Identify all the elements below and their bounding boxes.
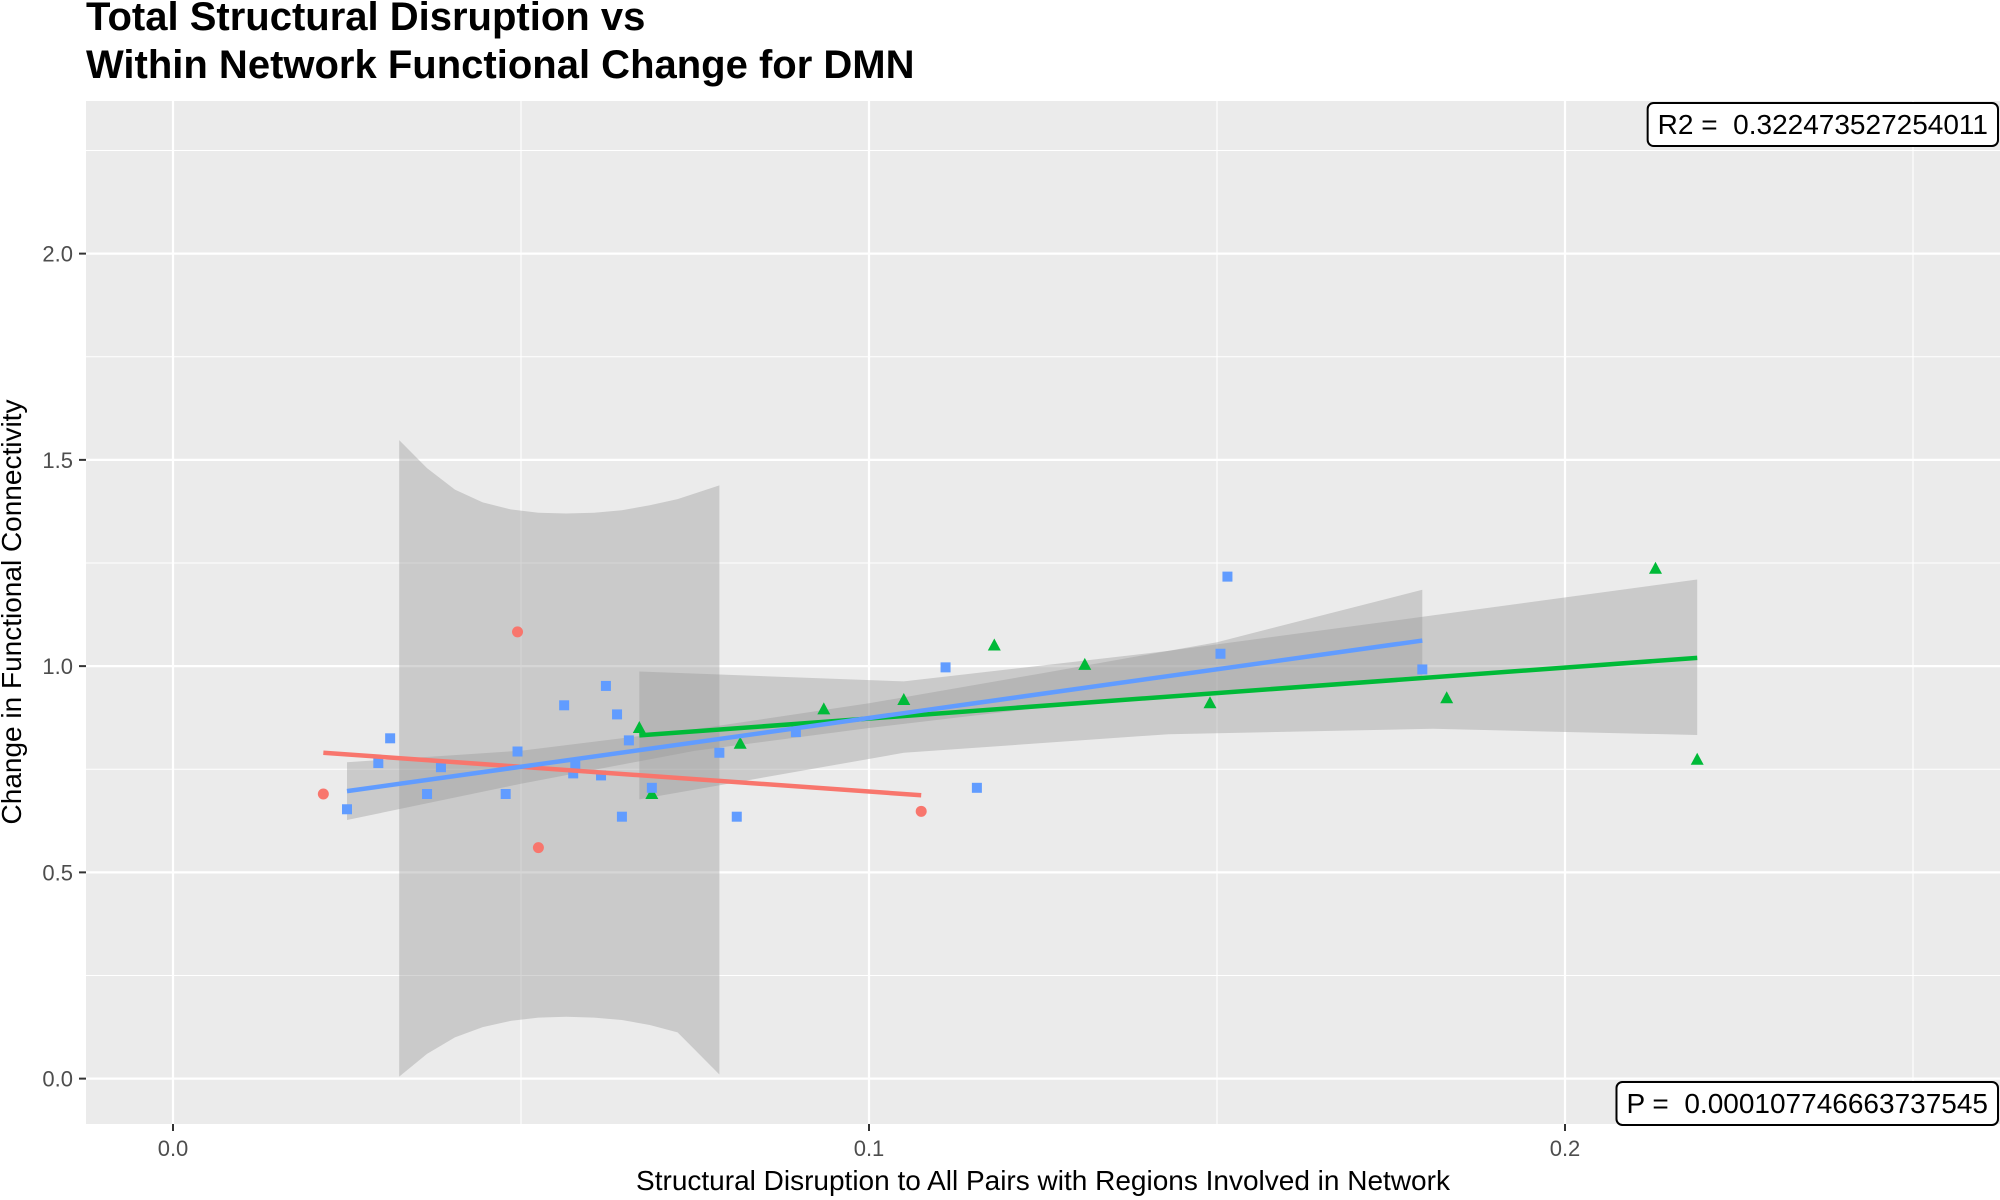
x-tick-label-0: 0.0 <box>158 1136 189 1161</box>
data-point-square-2-4 <box>435 762 446 773</box>
data-point-square-2-22 <box>1222 571 1233 582</box>
data-point-triangle-1-3 <box>817 702 831 715</box>
data-point-square-2-23 <box>1417 664 1428 675</box>
data-point-triangle-1-8 <box>1440 691 1454 704</box>
data-point-square-2-9 <box>570 760 581 771</box>
chart-title-line-1: Total Structural Disruption vs <box>86 0 645 39</box>
p-value-annotation-box <box>1615 1081 1999 1126</box>
data-point-square-2-20 <box>971 782 982 793</box>
data-point-square-2-8 <box>568 768 579 779</box>
data-point-triangle-1-2 <box>733 736 747 749</box>
data-point-triangle-1-9 <box>1649 561 1662 574</box>
data-point-square-2-11 <box>600 680 611 691</box>
data-points <box>317 561 1704 854</box>
data-point-circle-0-2 <box>532 842 544 854</box>
data-point-square-2-5 <box>500 789 511 799</box>
regression-line-2 <box>346 638 1423 794</box>
data-point-triangle-1-4 <box>897 693 911 705</box>
p-value-annotation: P = 0.000107746663737545 <box>1615 1081 1999 1126</box>
data-point-square-2-3 <box>422 789 433 799</box>
data-point-square-2-21 <box>1215 648 1226 659</box>
data-point-circle-0-1 <box>512 626 524 638</box>
data-point-triangle-1-0 <box>632 721 646 733</box>
y-tick-label-4: 2.0 <box>42 242 73 267</box>
regression-lines <box>323 638 1698 798</box>
data-point-triangle-1-5 <box>987 638 1001 651</box>
data-point-circle-0-3 <box>915 805 927 817</box>
data-point-triangle-1-7 <box>1203 696 1217 709</box>
data-point-square-2-10 <box>596 770 607 781</box>
y-axis-title: Change in Functional Connectivity <box>0 400 27 825</box>
data-point-square-2-16 <box>714 747 725 758</box>
x-tick-label-2: 0.2 <box>1550 1136 1581 1161</box>
plot-panel <box>86 101 2000 1124</box>
data-point-square-2-19 <box>940 662 951 673</box>
axis-ticks: 0.0 0.1 0.2 0.0 0.5 1.0 1.5 2.0 <box>42 242 1580 1161</box>
p-value-annotation-text: P = 0.000107746663737545 <box>1626 1088 1988 1119</box>
chart-title-line-2: Within Network Functional Change for DMN <box>86 43 915 87</box>
data-point-triangle-1-1 <box>645 787 659 799</box>
r2-annotation-text: R2 = 0.322473527254011 <box>1658 109 1988 140</box>
x-tick-label-1: 0.1 <box>854 1136 885 1161</box>
data-point-square-2-7 <box>559 700 570 711</box>
confidence-ribbons <box>347 440 1698 1077</box>
y-tick-label-1: 0.5 <box>42 860 73 885</box>
data-point-square-2-18 <box>790 727 801 738</box>
data-point-square-2-17 <box>731 811 742 822</box>
data-point-square-2-14 <box>623 735 634 746</box>
regression-line-1 <box>639 655 1698 738</box>
data-point-triangle-1-6 <box>1078 657 1092 670</box>
data-point-square-2-15 <box>646 782 657 793</box>
data-point-square-2-12 <box>612 709 623 720</box>
data-point-square-2-0 <box>342 804 352 815</box>
data-point-square-2-6 <box>512 746 523 757</box>
confidence-ribbon-1 <box>639 579 1698 800</box>
data-point-triangle-1-10 <box>1690 752 1704 765</box>
x-axis-title: Structural Disruption to All Pairs with … <box>636 1165 1451 1196</box>
data-point-square-2-1 <box>373 758 384 769</box>
y-tick-label-3: 1.5 <box>42 448 73 473</box>
y-tick-label-2: 1.0 <box>42 654 73 679</box>
r2-annotation-box <box>1646 102 1999 147</box>
regression-line-0 <box>323 750 922 798</box>
major-gridlines <box>86 101 2000 1124</box>
data-point-circle-0-0 <box>317 788 329 800</box>
y-tick-label-0: 0.0 <box>42 1067 73 1092</box>
minor-gridlines <box>86 101 2000 1124</box>
confidence-ribbon-2 <box>347 589 1423 820</box>
confidence-ribbon-0 <box>399 440 720 1077</box>
data-point-square-2-2 <box>385 733 396 744</box>
data-point-square-2-13 <box>616 811 627 822</box>
r2-annotation: R2 = 0.322473527254011 <box>1646 102 1999 147</box>
